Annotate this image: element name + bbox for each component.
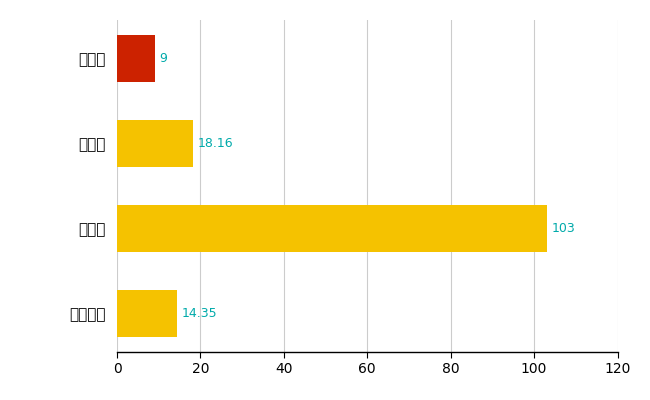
Text: 14.35: 14.35 [182,307,218,320]
Bar [117,120,193,167]
Bar [117,290,177,337]
Text: 9: 9 [159,52,168,65]
Text: 18.16: 18.16 [198,137,233,150]
Bar [117,35,155,82]
Text: 103: 103 [552,222,575,235]
Bar [117,205,547,252]
